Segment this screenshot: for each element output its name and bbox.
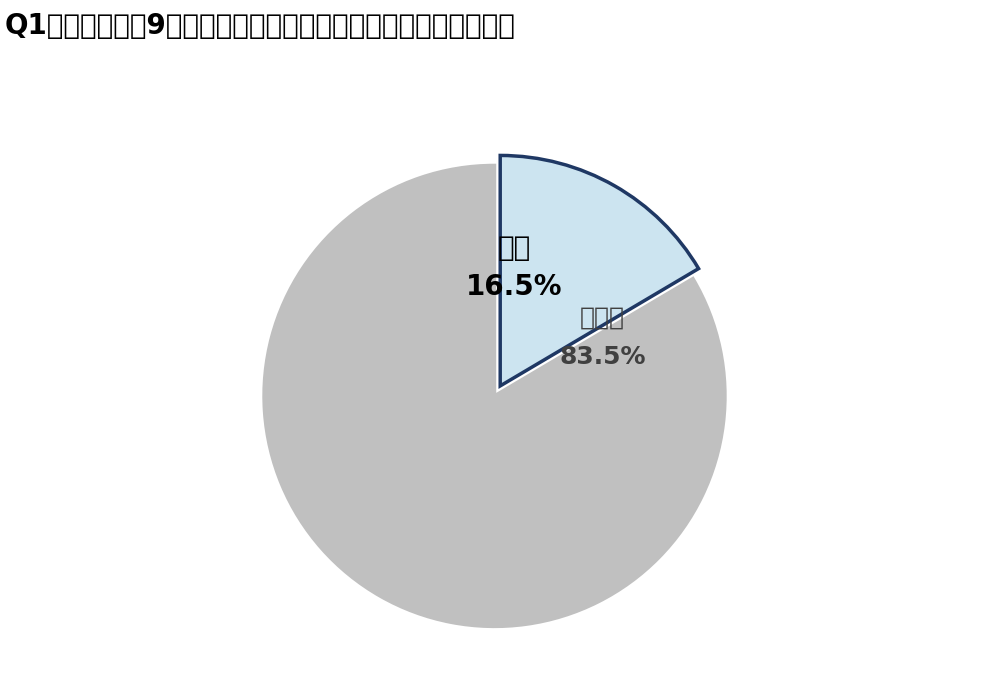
- Wedge shape: [500, 155, 698, 386]
- Text: 16.5%: 16.5%: [466, 273, 563, 301]
- Text: Q1．あなたは『9月病』を知っていますか？　（単回答選択式）: Q1．あなたは『9月病』を知っていますか？ （単回答選択式）: [5, 12, 515, 40]
- Text: 83.5%: 83.5%: [559, 345, 646, 369]
- Text: はい: はい: [497, 233, 531, 261]
- Text: いいえ: いいえ: [580, 305, 625, 330]
- Wedge shape: [264, 166, 725, 626]
